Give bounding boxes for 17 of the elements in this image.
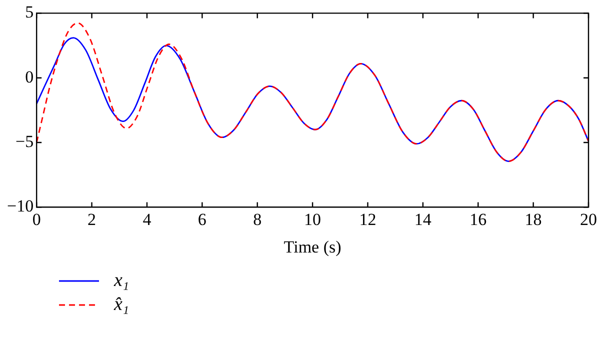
- y-tick-label: 5: [25, 2, 34, 22]
- x-tick-label: 10: [304, 210, 322, 229]
- x-tick-label: 2: [88, 210, 96, 229]
- x-tick-label: 18: [524, 210, 542, 229]
- x-tick-label: 16: [470, 210, 487, 229]
- x-tick-label: 4: [142, 210, 152, 229]
- legend-label: x̂₁: [114, 294, 130, 316]
- x-tick-label: 20: [580, 210, 597, 229]
- x-tick-label: 6: [198, 210, 206, 229]
- y-tick-label: −5: [15, 132, 34, 151]
- y-tick-label: 0: [25, 67, 34, 86]
- x-tick-label: 14: [414, 210, 432, 229]
- x-tick-label: 8: [253, 210, 262, 229]
- y-tick-label: −10: [6, 196, 34, 216]
- x-axis-title: Time (s): [284, 237, 342, 256]
- legend-label: x₁: [114, 270, 130, 292]
- x-tick-label: 12: [359, 210, 376, 229]
